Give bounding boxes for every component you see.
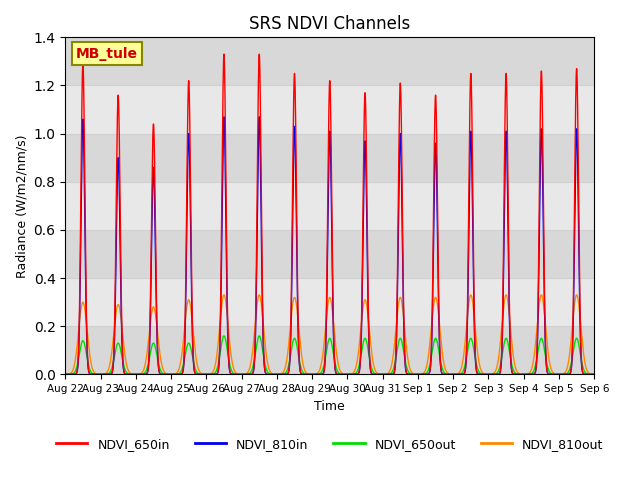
Title: SRS NDVI Channels: SRS NDVI Channels <box>249 15 410 33</box>
Bar <box>65 230 595 278</box>
Bar <box>65 278 595 326</box>
Y-axis label: Radiance (W/m2/nm/s): Radiance (W/m2/nm/s) <box>15 134 28 277</box>
Bar <box>65 37 595 85</box>
Bar <box>65 182 595 230</box>
Bar <box>65 133 595 182</box>
X-axis label: Time: Time <box>314 400 345 413</box>
Text: MB_tule: MB_tule <box>76 47 138 60</box>
Bar <box>65 85 595 133</box>
Bar <box>65 326 595 374</box>
Legend: NDVI_650in, NDVI_810in, NDVI_650out, NDVI_810out: NDVI_650in, NDVI_810in, NDVI_650out, NDV… <box>51 433 609 456</box>
